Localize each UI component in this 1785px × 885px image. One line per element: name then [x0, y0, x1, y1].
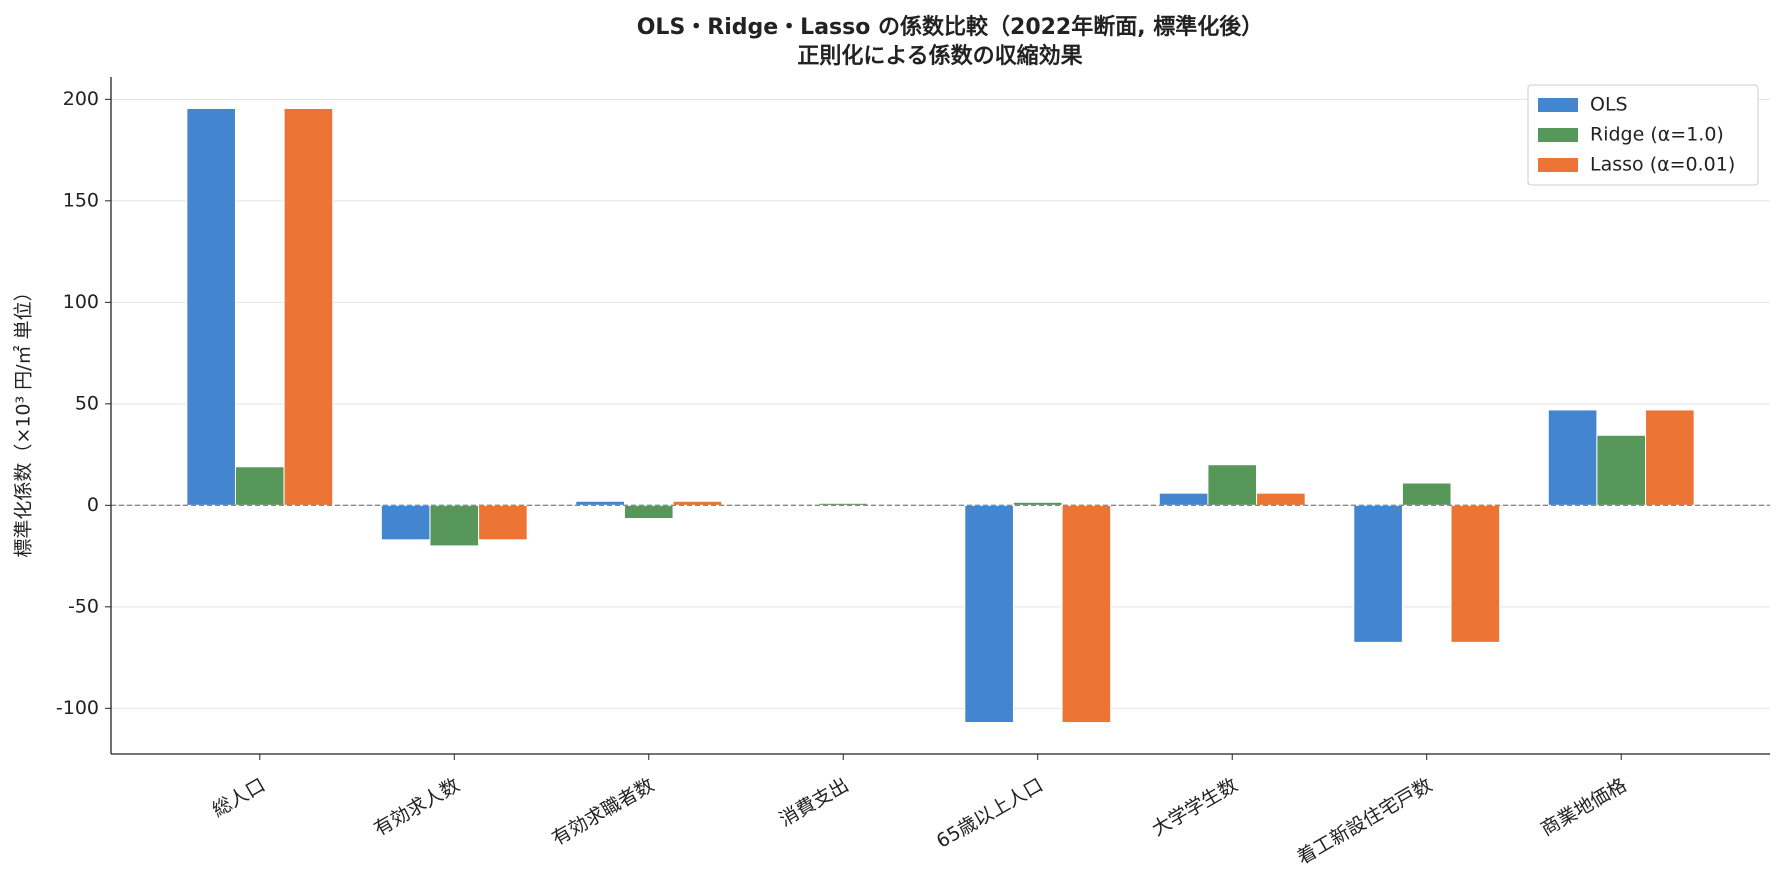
chart-title: OLS・Ridge・Lasso の係数比較（2022年断面, 標準化後）: [637, 14, 1264, 40]
legend-swatch: [1538, 98, 1578, 112]
bar: [1353, 504, 1403, 643]
y-tick-label: -50: [68, 595, 99, 617]
bar: [1012, 501, 1063, 506]
x-tick-label: 商業地価格: [1537, 774, 1630, 841]
bar: [964, 504, 1014, 724]
bar: [186, 107, 236, 506]
bar: [1256, 492, 1306, 506]
bar: [1207, 464, 1258, 506]
legend-box: [1527, 84, 1759, 186]
x-tick-label: 大学学生数: [1148, 774, 1241, 841]
y-tick-label: 150: [63, 189, 99, 211]
bar: [1401, 482, 1452, 506]
x-tick-label: 有効求人数: [370, 774, 463, 841]
y-axis-label: 標準化係数（×10³ 円/㎡ 単位）: [12, 282, 35, 557]
y-tick-label: -100: [56, 697, 99, 719]
x-tick-label: 総人口: [209, 774, 269, 822]
x-tick-label: 有効求職者数: [548, 774, 658, 850]
y-tick-label: 50: [75, 392, 99, 414]
bar: [380, 504, 431, 541]
legend-swatch: [1538, 128, 1578, 142]
y-tick-label: 100: [63, 291, 99, 313]
legend-label: Lasso (α=0.01): [1590, 154, 1735, 176]
x-tick-label: 消費支出: [776, 774, 853, 831]
y-tick-label: 0: [87, 494, 99, 516]
bar: [1158, 492, 1209, 506]
legend-swatch: [1538, 158, 1578, 172]
bar: [429, 504, 480, 547]
bar: [283, 107, 334, 506]
bar: [1547, 409, 1598, 506]
bar: [1450, 504, 1501, 643]
legend-label: OLS: [1590, 94, 1628, 116]
x-tick-label: 着工新設住宅戸数: [1293, 774, 1436, 869]
bar: [623, 504, 674, 520]
chart-subtitle: 正則化による係数の収縮効果: [797, 43, 1082, 69]
bar: [1645, 409, 1695, 506]
bar: [234, 466, 285, 506]
legend-label: Ridge (α=1.0): [1590, 124, 1724, 146]
bar: [478, 504, 528, 541]
bar: [1596, 434, 1647, 506]
bar: [1061, 504, 1112, 724]
x-tick-label: 65歳以上人口: [933, 774, 1047, 853]
y-tick-label: 200: [63, 88, 99, 110]
